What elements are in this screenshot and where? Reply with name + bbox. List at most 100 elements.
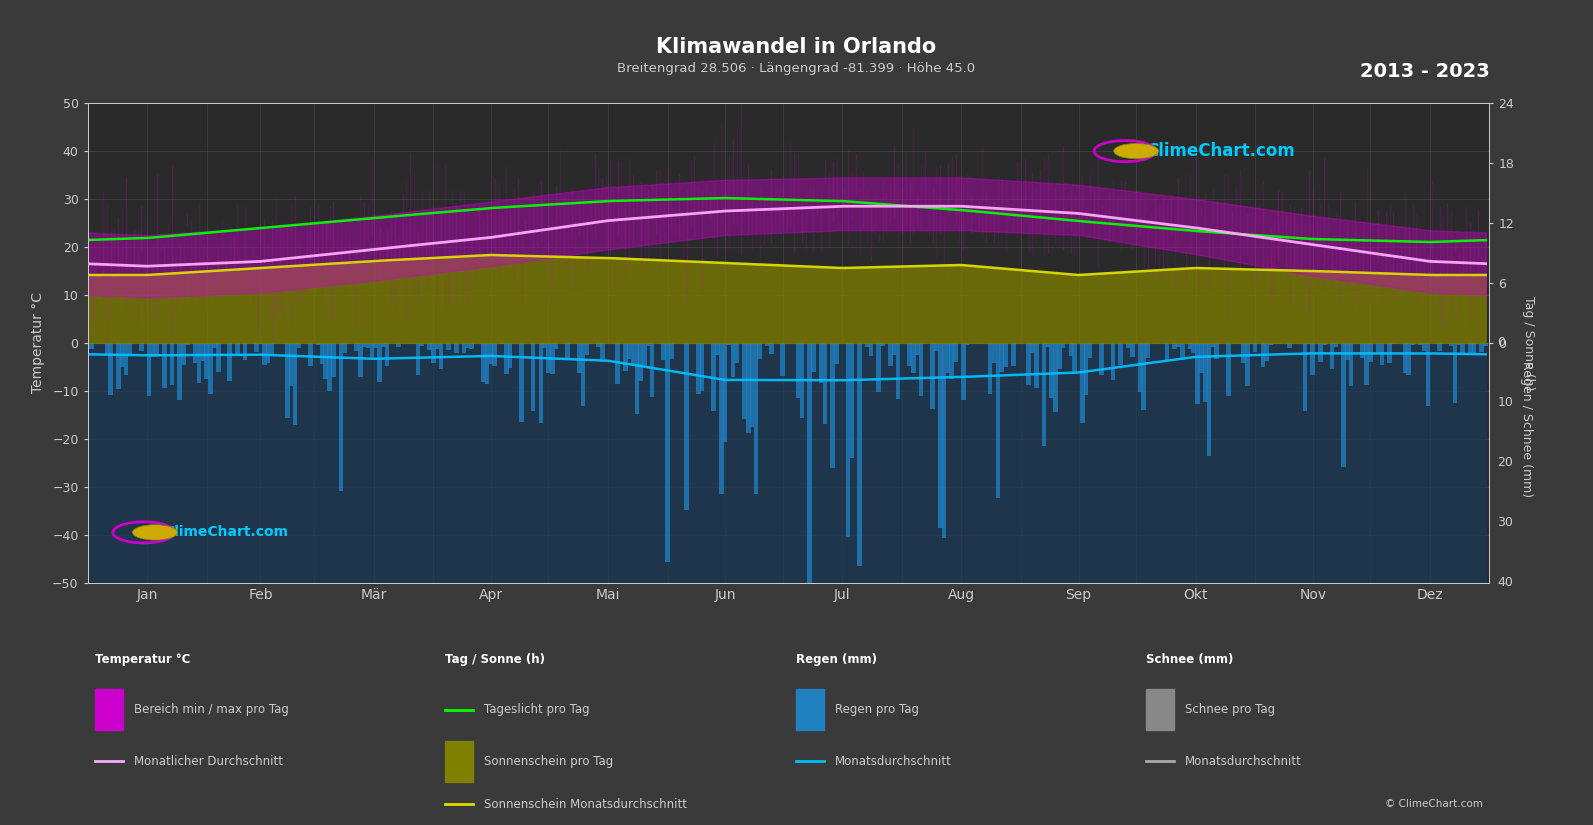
Bar [354, 343, 358, 351]
Bar [204, 343, 209, 379]
Bar [1142, 343, 1145, 410]
Bar [1376, 343, 1381, 353]
Bar [796, 343, 800, 398]
Bar [999, 343, 1004, 372]
Bar [484, 343, 489, 384]
Text: 2013 - 2023: 2013 - 2023 [1360, 62, 1489, 81]
Bar [685, 343, 690, 510]
Bar [127, 343, 132, 354]
Bar [339, 343, 344, 491]
Bar [1172, 343, 1177, 349]
Bar [236, 343, 239, 356]
Bar [742, 343, 747, 418]
Bar [1050, 343, 1055, 398]
Bar [723, 343, 728, 442]
Bar [757, 343, 761, 359]
Text: Monatsdurchschnitt: Monatsdurchschnitt [1185, 755, 1301, 768]
Bar [323, 343, 328, 379]
Bar [892, 343, 897, 355]
Bar [919, 343, 924, 396]
Bar [1453, 343, 1458, 403]
Bar [1227, 343, 1231, 396]
Bar [1252, 343, 1257, 352]
Bar [158, 343, 162, 344]
Bar [217, 343, 220, 372]
Bar [550, 343, 554, 374]
Bar [307, 343, 312, 366]
Bar [1088, 343, 1093, 358]
Bar [427, 343, 432, 350]
Bar [753, 343, 758, 494]
Bar [849, 343, 854, 458]
Bar [1380, 343, 1384, 365]
Text: Schnee pro Tag: Schnee pro Tag [1185, 704, 1276, 716]
Text: 30: 30 [1497, 516, 1513, 530]
Text: Sonnenschein Monatsdurchschnitt: Sonnenschein Monatsdurchschnitt [484, 798, 687, 810]
Bar [530, 343, 535, 411]
Bar [366, 343, 370, 348]
Bar [1437, 343, 1442, 351]
Bar [342, 343, 347, 353]
Bar [1118, 343, 1123, 365]
Bar [1341, 343, 1346, 467]
Text: Monatlicher Durchschnitt: Monatlicher Durchschnitt [134, 755, 284, 768]
Bar [1448, 343, 1453, 346]
Bar [285, 343, 290, 417]
Bar [320, 343, 325, 364]
Bar [1004, 343, 1008, 367]
Bar [712, 343, 715, 411]
Bar [795, 690, 824, 730]
Bar [965, 343, 970, 345]
Bar [1207, 343, 1211, 456]
Bar [94, 690, 123, 730]
Bar [577, 343, 581, 373]
Bar [1306, 343, 1311, 344]
Bar [269, 343, 274, 355]
Bar [1456, 343, 1461, 345]
Bar [1287, 343, 1292, 347]
Bar [1187, 343, 1192, 349]
Bar [1276, 343, 1281, 344]
Bar [489, 343, 494, 364]
Bar [1330, 343, 1335, 369]
Text: ClimeChart.com: ClimeChart.com [1145, 142, 1295, 160]
Bar [108, 343, 113, 394]
Bar [1164, 343, 1169, 361]
Bar [1344, 343, 1349, 360]
Text: 40: 40 [1497, 576, 1513, 589]
Bar [1246, 343, 1251, 386]
Bar [615, 343, 620, 384]
Bar [327, 343, 331, 391]
Bar [1317, 343, 1322, 362]
Bar [639, 343, 644, 380]
Bar [750, 343, 755, 427]
Bar [258, 343, 263, 344]
Text: ClimeChart.com: ClimeChart.com [164, 526, 288, 540]
Bar [362, 343, 366, 347]
Bar [601, 343, 605, 359]
Bar [261, 343, 266, 365]
Bar [1129, 343, 1134, 357]
Bar [1145, 690, 1174, 730]
Bar [1349, 343, 1354, 386]
Text: Regen / Schnee (mm): Regen / Schnee (mm) [1520, 361, 1532, 497]
Bar [596, 343, 601, 346]
Bar [566, 343, 570, 358]
Bar [1200, 343, 1204, 373]
Bar [887, 343, 892, 366]
Bar [746, 343, 750, 433]
Bar [193, 343, 198, 362]
Bar [699, 343, 704, 391]
Bar [1423, 343, 1426, 351]
Bar [1426, 343, 1431, 406]
Bar [585, 343, 589, 355]
Bar [808, 343, 812, 606]
Bar [1042, 343, 1047, 446]
Bar [1192, 343, 1196, 353]
Bar [139, 343, 143, 351]
Bar [953, 343, 957, 362]
Bar [1012, 343, 1015, 365]
Bar [906, 343, 911, 366]
Bar [1110, 343, 1115, 380]
Bar [669, 343, 674, 359]
